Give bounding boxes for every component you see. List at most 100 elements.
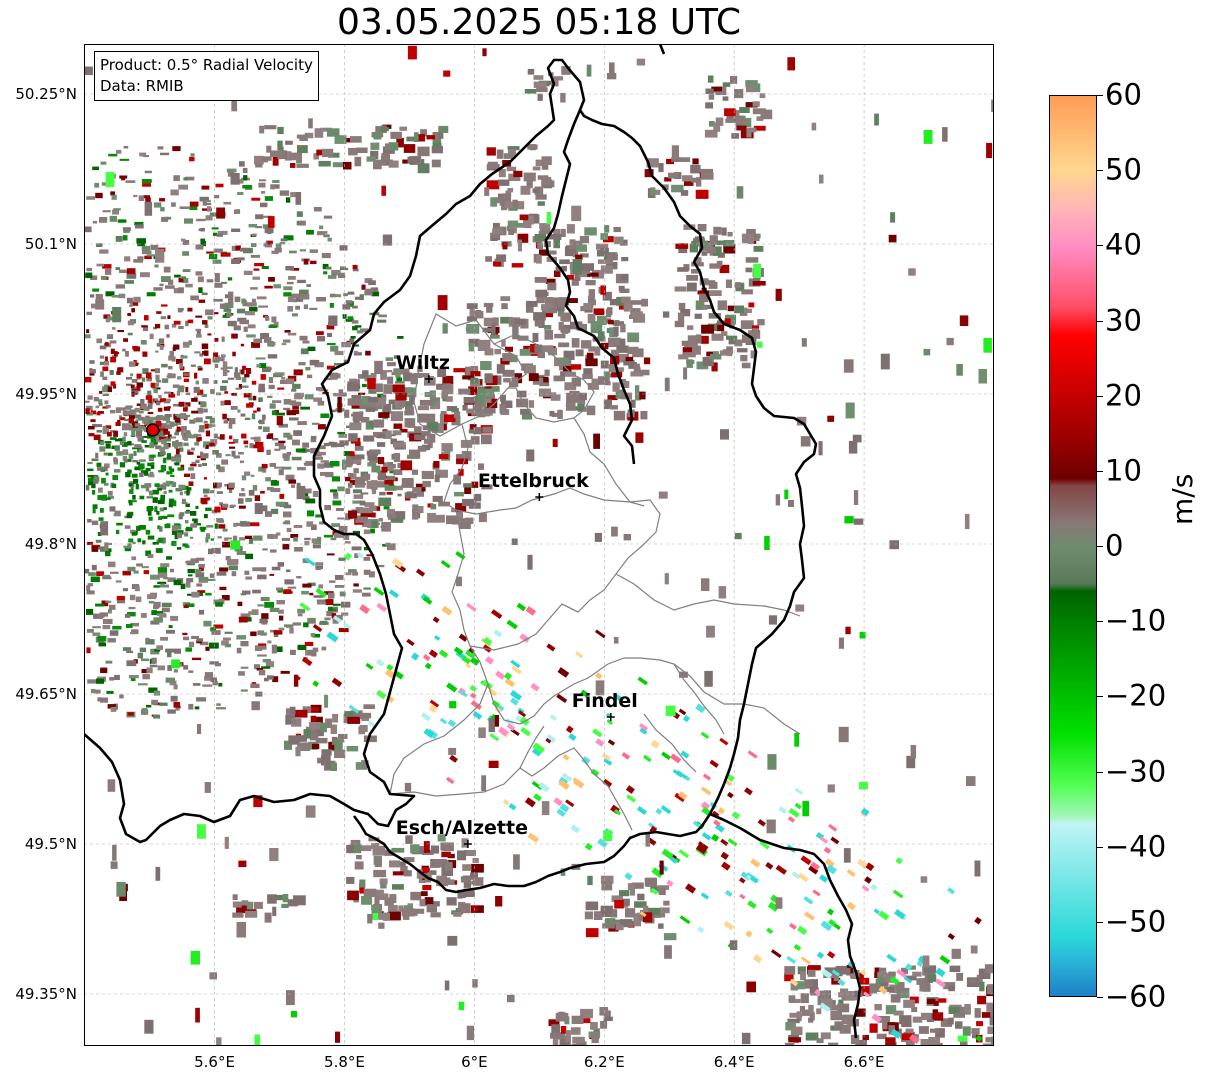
velocity-pixel — [921, 1012, 931, 1020]
velocity-pixel — [844, 516, 854, 524]
velocity-pixel — [103, 314, 111, 319]
velocity-pixel — [313, 595, 324, 598]
velocity-pixel — [603, 830, 613, 841]
velocity-pixel — [196, 437, 200, 442]
velocity-pixel — [453, 368, 466, 373]
velocity-pixel — [198, 564, 205, 568]
velocity-pixel — [621, 296, 631, 303]
velocity-pixel — [96, 462, 102, 467]
velocity-pixel — [305, 805, 316, 818]
velocity-pixel — [721, 861, 731, 871]
velocity-pixel — [148, 490, 154, 494]
velocity-pixel — [625, 908, 636, 918]
velocity-pixel — [168, 498, 175, 505]
velocity-pixel — [421, 867, 430, 873]
velocity-pixel — [115, 529, 120, 535]
velocity-pixel — [474, 310, 484, 318]
velocity-pixel — [643, 357, 651, 365]
velocity-pixel — [272, 438, 279, 441]
velocity-pixel — [367, 378, 376, 389]
velocity-pixel — [831, 977, 841, 985]
velocity-pixel — [103, 384, 110, 388]
velocity-pixel — [675, 243, 689, 249]
velocity-pixel — [942, 127, 948, 142]
velocity-pixel — [391, 557, 404, 569]
velocity-pixel — [171, 202, 176, 207]
velocity-pixel — [195, 505, 199, 510]
velocity-pixel — [97, 636, 107, 642]
velocity-pixel — [157, 488, 162, 491]
velocity-pixel — [362, 383, 367, 388]
velocity-pixel — [267, 341, 274, 347]
velocity-pixel — [366, 480, 373, 489]
velocity-pixel — [145, 395, 153, 400]
velocity-pixel — [820, 998, 833, 1009]
velocity-pixel — [430, 901, 440, 907]
colorbar-tick-mark — [1097, 921, 1103, 923]
velocity-pixel — [254, 503, 263, 514]
velocity-pixel — [278, 469, 284, 476]
velocity-pixel — [355, 762, 367, 770]
velocity-pixel — [429, 870, 437, 875]
velocity-pixel — [579, 236, 589, 244]
velocity-pixel — [98, 487, 103, 493]
colorbar-tick-label: 20 — [1105, 378, 1142, 413]
velocity-pixel — [105, 497, 111, 500]
velocity-pixel — [680, 190, 689, 196]
velocity-pixel — [107, 432, 112, 437]
velocity-pixel — [182, 632, 188, 636]
velocity-pixel — [466, 316, 478, 322]
velocity-pixel — [635, 432, 644, 443]
velocity-pixel — [232, 912, 244, 918]
velocity-pixel — [254, 263, 265, 267]
velocity-pixel — [880, 982, 889, 987]
velocity-pixel — [349, 479, 360, 485]
velocity-pixel — [794, 732, 800, 747]
velocity-pixel — [251, 380, 257, 385]
velocity-pixel — [110, 348, 115, 354]
velocity-pixel — [312, 633, 320, 638]
place-cross-icon — [463, 840, 472, 848]
velocity-pixel — [284, 579, 294, 585]
velocity-pixel — [154, 648, 161, 652]
velocity-pixel — [224, 391, 229, 394]
radar-map[interactable]: Wiltz Ettelbruck Findel Esch/Alzette — [83, 43, 1004, 1061]
velocity-pixel — [106, 548, 112, 552]
velocity-pixel — [101, 466, 108, 472]
velocity-pixel — [809, 1012, 815, 1021]
velocity-pixel — [216, 571, 227, 576]
velocity-pixel — [458, 468, 464, 476]
velocity-pixel — [284, 740, 293, 750]
velocity-pixel — [525, 303, 534, 313]
velocity-pixel — [608, 364, 617, 373]
velocity-pixel — [182, 251, 189, 256]
velocity-pixel — [344, 711, 354, 718]
velocity-pixel — [565, 725, 574, 734]
velocity-pixel — [328, 152, 340, 158]
velocity-pixel — [401, 908, 415, 917]
velocity-pixel — [382, 466, 394, 472]
velocity-pixel — [161, 363, 168, 368]
velocity-pixel — [506, 723, 516, 731]
velocity-pixel — [323, 442, 330, 447]
velocity-pixel — [599, 1007, 609, 1016]
velocity-pixel — [651, 867, 664, 879]
velocity-pixel — [196, 330, 201, 335]
velocity-pixel — [201, 393, 207, 397]
velocity-pixel — [234, 372, 241, 378]
velocity-pixel — [171, 541, 177, 546]
velocity-pixel — [240, 521, 251, 527]
velocity-pixel — [817, 995, 823, 1006]
velocity-pixel — [224, 400, 231, 406]
velocity-pixel — [428, 704, 438, 713]
velocity-pixel — [182, 341, 190, 348]
velocity-pixel — [161, 378, 169, 383]
velocity-pixel — [360, 845, 372, 852]
velocity-pixel — [168, 366, 173, 370]
velocity-pixel — [453, 646, 464, 656]
velocity-pixel — [178, 325, 184, 329]
velocity-pixel — [107, 704, 116, 709]
velocity-pixel — [327, 607, 333, 611]
velocity-pixel — [374, 312, 380, 316]
velocity-pixel — [468, 343, 475, 352]
